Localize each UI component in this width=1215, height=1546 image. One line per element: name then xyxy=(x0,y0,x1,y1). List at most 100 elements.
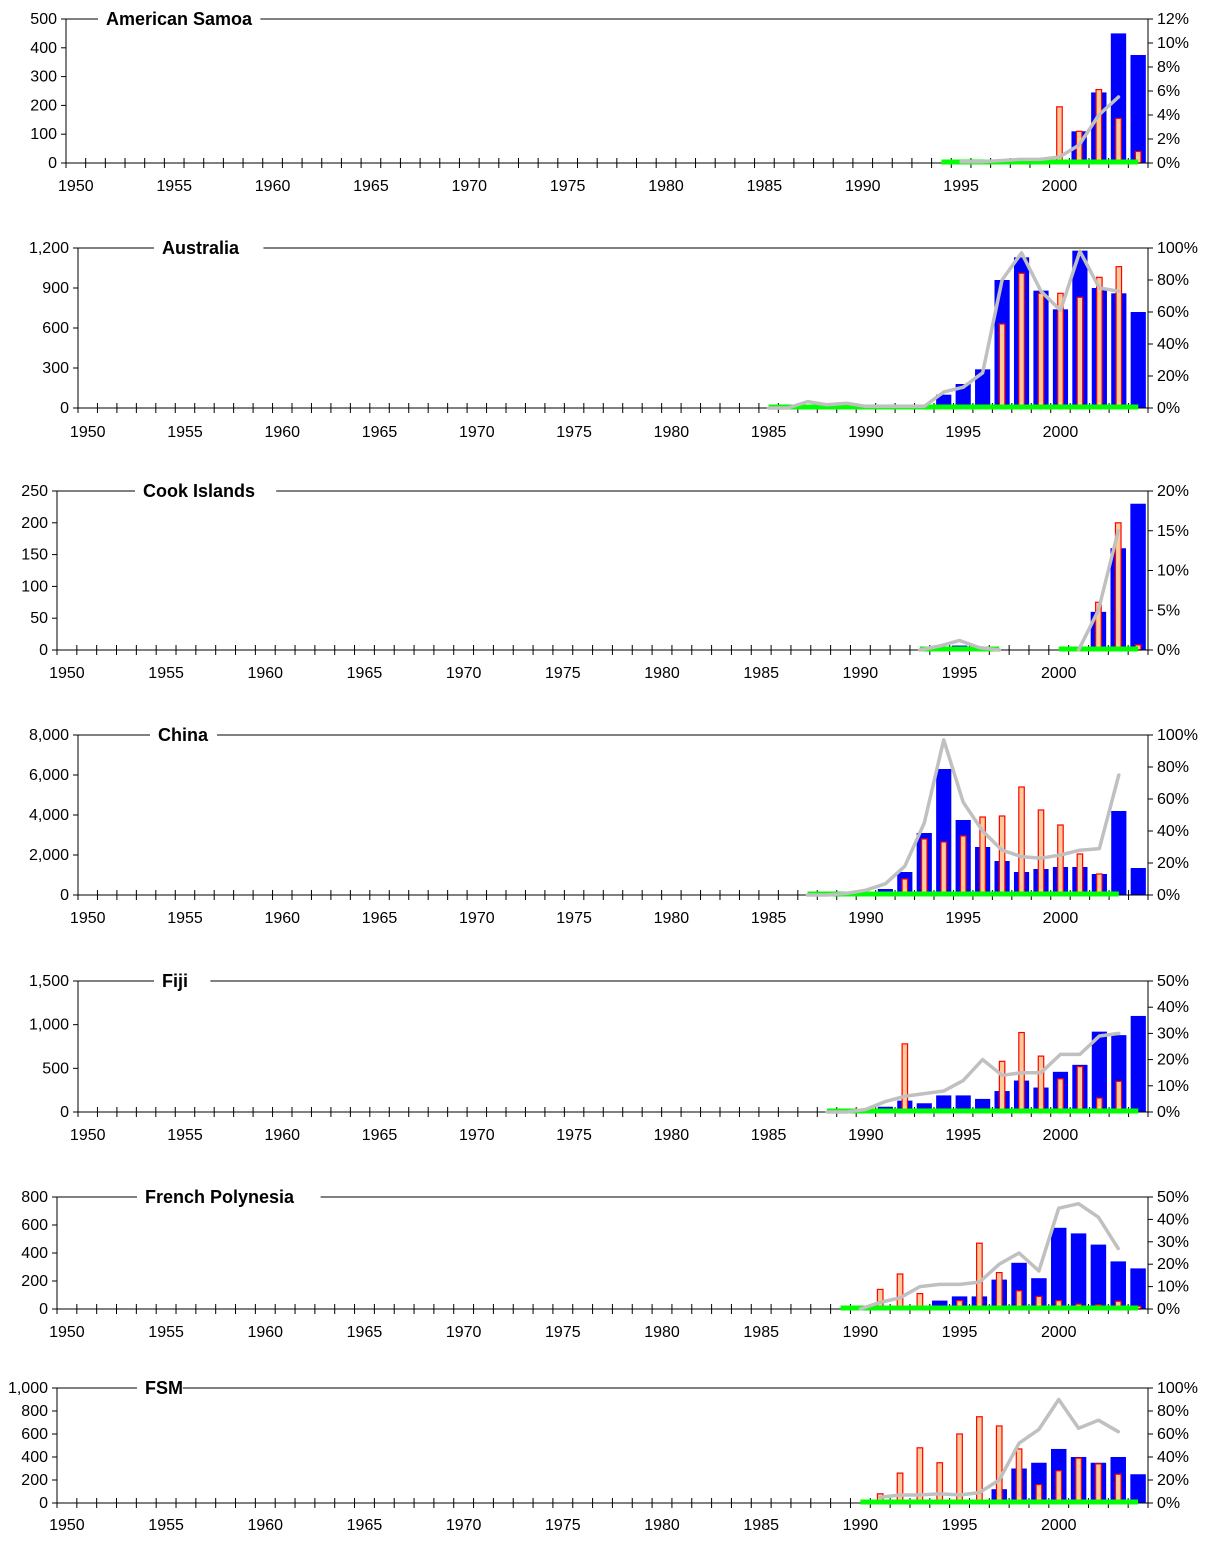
x-tick-label: 1975 xyxy=(556,424,592,441)
x-tick-label: 1985 xyxy=(743,1324,779,1341)
bar-orange xyxy=(896,1273,904,1310)
bar-orange xyxy=(1055,1470,1063,1504)
x-tick-label: 1980 xyxy=(644,1324,680,1341)
bar-orange xyxy=(959,835,967,896)
chart-panel-6: FSM 0 200 400 600 800 1,000 0% 20% 40% 60% 80% 100% 1… xyxy=(8,1377,1198,1534)
left-tick-label: 1,500 xyxy=(29,973,69,990)
right-tick-label: 100% xyxy=(1157,727,1198,744)
x-tick-label: 1960 xyxy=(247,1517,283,1534)
right-tick-label: 0% xyxy=(1157,1301,1180,1318)
chart-panel-4: Fiji 0 500 1,000 1,500 0% 10% 20% 30% 40% 50% 1950 1… xyxy=(29,970,1189,1144)
bar-blue xyxy=(1130,312,1146,408)
x-tick-label: 1990 xyxy=(843,665,879,682)
left-tick-label: 400 xyxy=(30,40,57,57)
chart-panel-5: French Polynesia 0 200 400 600 800 0% 10% 20% 30%… xyxy=(21,1186,1189,1341)
x-tick-label: 1960 xyxy=(247,665,283,682)
bar-blue xyxy=(931,1300,948,1309)
bar-orange xyxy=(1095,1463,1102,1504)
percentage-line xyxy=(878,1397,1120,1499)
right-tick-label: 0% xyxy=(1157,155,1180,172)
x-tick-label: 1995 xyxy=(943,178,979,195)
panel-title: China xyxy=(158,725,209,745)
right-tick-label: 50% xyxy=(1157,1189,1189,1206)
panel-title: French Polynesia xyxy=(145,1187,295,1207)
x-tick-label: 1975 xyxy=(556,1127,592,1144)
x-tick-label: 1970 xyxy=(459,910,495,927)
right-tick-label: 60% xyxy=(1157,1426,1189,1443)
x-tick-label: 1990 xyxy=(845,178,881,195)
x-tick-label: 1960 xyxy=(255,178,291,195)
right-tick-label: 40% xyxy=(1157,1449,1189,1466)
x-tick-label: 1980 xyxy=(654,424,690,441)
left-tick-label: 300 xyxy=(42,360,69,377)
panel-title: FSM xyxy=(145,1378,183,1398)
x-tick-label: 1990 xyxy=(848,910,884,927)
x-tick-label: 1980 xyxy=(648,178,684,195)
right-tick-label: 30% xyxy=(1157,1025,1189,1042)
bar-orange xyxy=(1037,1055,1045,1113)
left-tick-label: 900 xyxy=(42,280,69,297)
x-tick-label: 1990 xyxy=(848,1127,884,1144)
x-tick-label: 1985 xyxy=(751,1127,787,1144)
title-background xyxy=(137,1377,183,1399)
bar-orange xyxy=(936,1462,944,1504)
right-tick-label: 50% xyxy=(1157,973,1189,990)
bar-orange xyxy=(896,1472,904,1504)
x-tick-label: 1995 xyxy=(942,1324,978,1341)
left-tick-label: 400 xyxy=(21,1245,48,1262)
bar-blue xyxy=(1091,1031,1107,1112)
right-tick-label: 20% xyxy=(1157,1256,1189,1273)
x-tick-label: 1960 xyxy=(247,1324,283,1341)
right-tick-label: 30% xyxy=(1157,1234,1189,1251)
right-tick-label: 0% xyxy=(1157,1495,1180,1512)
chart-panel-0: American Samoa 0 100 200 300 400 500 0% 2% 4% 6% 8%… xyxy=(30,8,1189,195)
bar-blue xyxy=(1111,811,1127,895)
bar-orange xyxy=(1114,1473,1122,1504)
right-tick-label: 6% xyxy=(1157,83,1180,100)
x-tick-label: 1950 xyxy=(70,910,106,927)
bar-orange xyxy=(998,323,1006,409)
bar-orange xyxy=(1015,1448,1023,1504)
left-tick-label: 500 xyxy=(30,11,57,28)
left-tick-label: 0 xyxy=(60,1104,69,1121)
x-tick-label: 1975 xyxy=(545,1517,581,1534)
bar-blue xyxy=(955,384,971,408)
right-tick-label: 0% xyxy=(1157,1104,1180,1121)
x-tick-label: 1970 xyxy=(446,1324,482,1341)
bar-blue xyxy=(1111,1035,1127,1112)
x-tick-label: 1985 xyxy=(743,1517,779,1534)
x-tick-label: 2000 xyxy=(1041,1517,1077,1534)
x-tick-label: 1965 xyxy=(347,1517,383,1534)
left-tick-label: 0 xyxy=(39,1301,48,1318)
x-tick-label: 1970 xyxy=(446,1517,482,1534)
left-tick-label: 1,000 xyxy=(29,1017,69,1034)
left-tick-label: 600 xyxy=(42,320,69,337)
bar-orange xyxy=(1115,117,1122,164)
x-tick-label: 1985 xyxy=(751,424,787,441)
left-tick-label: 6,000 xyxy=(29,767,69,784)
chart-panel-3: China 0 2,000 4,000 6,000 8,000 0% 20% 40% 60% 80%… xyxy=(29,724,1198,927)
bar-orange xyxy=(901,1043,909,1113)
bar-orange xyxy=(1018,272,1025,409)
left-tick-label: 600 xyxy=(21,1217,48,1234)
x-tick-label: 1985 xyxy=(751,910,787,927)
left-tick-label: 0 xyxy=(39,642,48,659)
left-tick-label: 0 xyxy=(48,155,57,172)
right-tick-label: 10% xyxy=(1157,35,1189,52)
x-tick-label: 1955 xyxy=(148,1324,184,1341)
x-tick-label: 2000 xyxy=(1043,910,1079,927)
x-tick-label: 1980 xyxy=(654,1127,690,1144)
title-background xyxy=(154,970,211,992)
x-tick-label: 2000 xyxy=(1041,1324,1077,1341)
bar-orange xyxy=(1037,292,1045,409)
left-tick-label: 150 xyxy=(21,547,48,564)
bar-blue xyxy=(1110,1261,1126,1309)
percentage-line xyxy=(959,95,1121,164)
x-tick-label: 1970 xyxy=(451,178,487,195)
left-tick-label: 0 xyxy=(60,887,69,904)
x-tick-label: 1980 xyxy=(654,910,690,927)
x-tick-label: 1970 xyxy=(459,1127,495,1144)
panel-title: Fiji xyxy=(162,971,188,991)
right-tick-label: 12% xyxy=(1157,11,1189,28)
bar-blue xyxy=(1130,1474,1146,1503)
